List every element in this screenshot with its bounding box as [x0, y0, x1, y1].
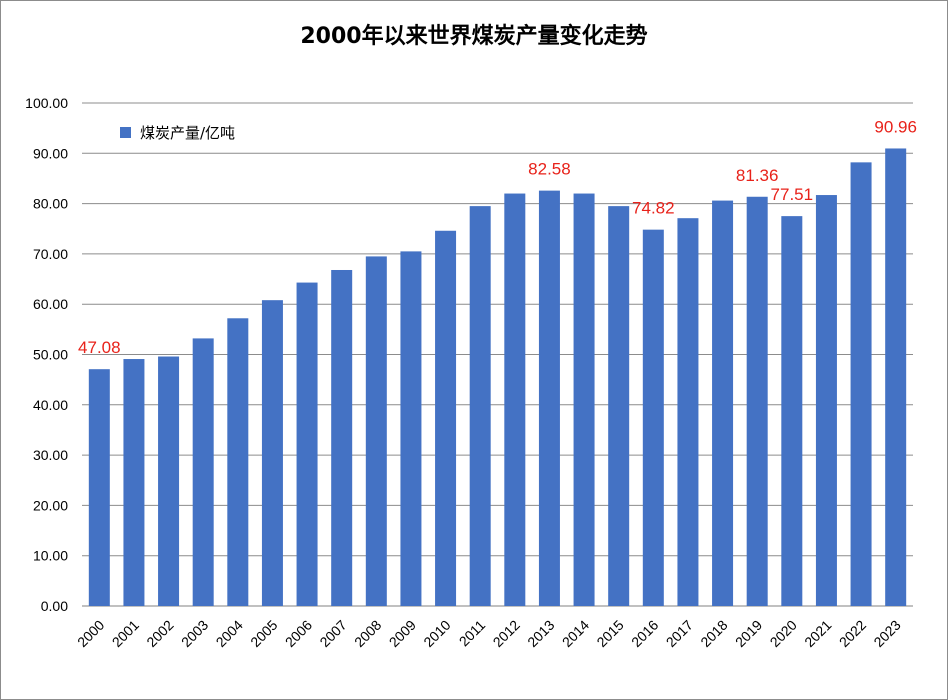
- x-tick-label: 2015: [593, 617, 626, 650]
- bar: [400, 251, 422, 606]
- bar: [712, 200, 734, 606]
- bar: [573, 193, 595, 607]
- bar: [158, 356, 180, 606]
- x-tick-label: 2018: [697, 617, 730, 650]
- bar: [123, 359, 145, 606]
- data-label: 77.51: [771, 185, 814, 204]
- x-tick-label: 2010: [420, 617, 453, 650]
- bar: [192, 338, 214, 606]
- y-tick-label: 10.00: [33, 548, 68, 564]
- chart-title: 2000年以来世界煤炭产量变化走势: [300, 24, 648, 49]
- x-tick-label: 2007: [316, 617, 349, 650]
- data-label: 90.96: [874, 117, 917, 136]
- x-tick-label: 2013: [524, 617, 557, 650]
- y-tick-label: 80.00: [33, 196, 68, 212]
- data-label: 81.36: [736, 166, 779, 185]
- data-label: 82.58: [528, 160, 571, 179]
- y-tick-label: 20.00: [33, 497, 68, 513]
- y-tick-label: 60.00: [33, 296, 68, 312]
- bar: [435, 230, 457, 606]
- bar: [365, 256, 387, 606]
- bar: [885, 148, 907, 607]
- x-tick-label: 2012: [490, 617, 523, 650]
- bar: [88, 369, 110, 606]
- x-tick-label: 2021: [801, 617, 834, 650]
- y-tick-label: 100.00: [25, 95, 68, 111]
- x-tick-label: 2009: [386, 617, 419, 650]
- data-label: 74.82: [632, 199, 675, 218]
- x-tick-label: 2022: [836, 617, 869, 650]
- bar: [746, 196, 768, 606]
- x-tick-label: 2016: [628, 617, 661, 650]
- bar: [504, 193, 526, 607]
- y-tick-label: 30.00: [33, 447, 68, 463]
- bar: [781, 216, 803, 606]
- x-tick-label: 2014: [559, 617, 592, 650]
- bar: [261, 300, 283, 606]
- x-tick-label: 2001: [109, 617, 142, 650]
- bar: [331, 269, 353, 606]
- y-tick-label: 50.00: [33, 347, 68, 363]
- bar: [850, 162, 872, 606]
- x-tick-label: 2019: [732, 617, 765, 650]
- legend-swatch: [120, 127, 131, 138]
- y-tick-label: 70.00: [33, 246, 68, 262]
- x-tick-label: 2020: [767, 617, 800, 650]
- x-tick-label: 2004: [213, 617, 246, 650]
- bar: [469, 206, 491, 607]
- bar: [677, 218, 699, 606]
- y-tick-label: 90.00: [33, 145, 68, 161]
- bar: [538, 190, 560, 606]
- legend-label: 煤炭产量/亿吨: [140, 124, 235, 142]
- x-tick-label: 2003: [178, 617, 211, 650]
- y-tick-label: 40.00: [33, 397, 68, 413]
- x-tick-label: 2006: [282, 617, 315, 650]
- bar: [815, 195, 837, 606]
- x-tick-label: 2008: [351, 617, 384, 650]
- bar: [296, 282, 318, 606]
- x-tick-label: 2002: [143, 617, 176, 650]
- x-tick-label: 2005: [247, 617, 280, 650]
- x-tick-label: 2017: [663, 617, 696, 650]
- x-tick-label: 2023: [870, 617, 903, 650]
- data-label: 47.08: [78, 338, 121, 357]
- bar: [608, 206, 630, 607]
- y-tick-label: 0.00: [41, 598, 68, 614]
- bar: [227, 318, 249, 606]
- x-tick-label: 2011: [456, 617, 489, 650]
- bar: [642, 229, 664, 606]
- x-tick-label: 2000: [74, 617, 107, 650]
